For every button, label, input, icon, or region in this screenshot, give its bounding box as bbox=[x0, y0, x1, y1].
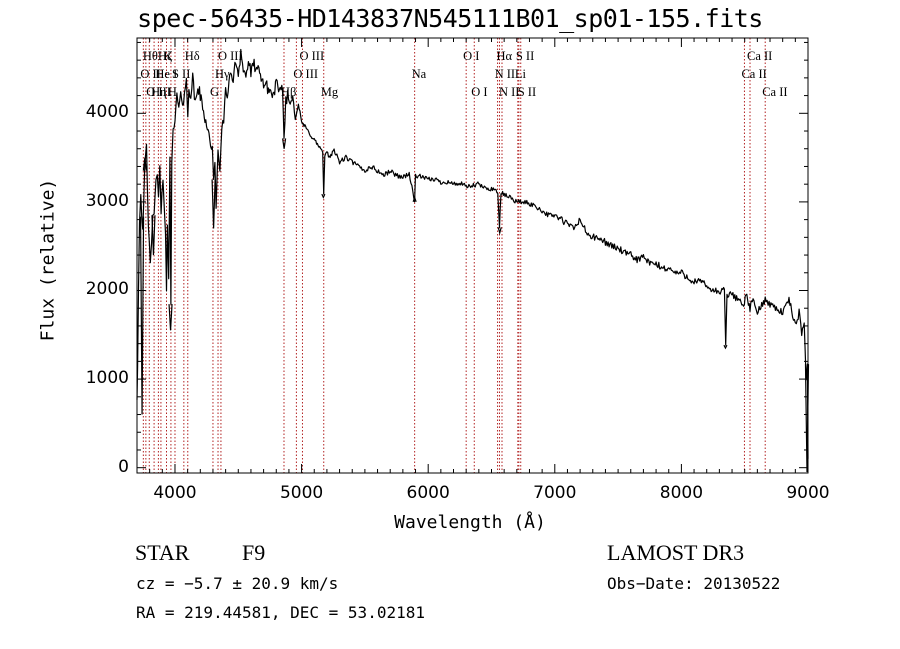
y-tick-label: 0 bbox=[118, 456, 129, 477]
line-label: Hη bbox=[151, 85, 167, 99]
line-label: Li bbox=[514, 67, 526, 81]
absorption-feature bbox=[321, 193, 326, 199]
line-label: O I bbox=[463, 49, 480, 63]
absorption-feature bbox=[139, 216, 145, 415]
absorption-feature bbox=[282, 138, 287, 149]
line-label: Mg bbox=[320, 85, 339, 99]
line-label: O II bbox=[140, 67, 161, 81]
line-label: Hζ bbox=[157, 49, 173, 63]
line-label: S II bbox=[515, 49, 535, 63]
flux-series-line bbox=[136, 48, 809, 459]
line-label: O III bbox=[299, 49, 325, 63]
ra-dec: RA = 219.44581, DEC = 53.02181 bbox=[136, 603, 425, 622]
line-label: He I bbox=[155, 67, 178, 81]
line-label: Hγ bbox=[215, 67, 230, 81]
line-label: Hθ bbox=[142, 49, 158, 63]
chart-title: spec-56435-HD143837N545111B01_sp01-155.f… bbox=[137, 4, 763, 33]
line-label: N II bbox=[494, 67, 516, 81]
line-label: G bbox=[209, 85, 219, 99]
line-label: H bbox=[167, 85, 177, 99]
absorption-feature bbox=[142, 157, 147, 171]
absorption-feature bbox=[497, 227, 502, 236]
x-axis-label: Wavelength (Å) bbox=[394, 512, 546, 533]
survey-name: LAMOST DR3 bbox=[607, 540, 745, 565]
absorption-feature bbox=[211, 179, 216, 229]
line-label: Ca II bbox=[762, 85, 788, 99]
line-label: K bbox=[163, 49, 173, 63]
absorption-feature bbox=[151, 215, 156, 256]
x-tick-label: 9000 bbox=[786, 483, 830, 503]
absorption-feature bbox=[412, 195, 417, 203]
y-tick-label: 4000 bbox=[85, 102, 129, 123]
spectral-line-markers bbox=[142, 38, 766, 473]
y-axis-label: Flux (relative) bbox=[37, 178, 59, 342]
observation-date: Obs−Date: 20130522 bbox=[607, 574, 781, 593]
object-class: STAR bbox=[135, 540, 190, 565]
y-tick-label: 3000 bbox=[85, 190, 129, 211]
redshift-cz: cz = −5.7 ± 20.9 km/s bbox=[136, 574, 339, 593]
line-label: O I bbox=[471, 85, 488, 99]
line-label: Ca II bbox=[747, 49, 773, 63]
object-subclass: F9 bbox=[242, 540, 266, 565]
line-label: Ca II bbox=[741, 67, 767, 81]
absorption-feature bbox=[168, 304, 173, 331]
absorption-feature bbox=[723, 344, 728, 350]
x-tick-label: 8000 bbox=[659, 483, 704, 503]
y-tick-label: 1000 bbox=[85, 368, 129, 389]
line-label: Hα bbox=[496, 49, 513, 63]
line-label: O III bbox=[146, 85, 171, 99]
x-tick-label: 5000 bbox=[279, 483, 324, 503]
x-tick-label: 4000 bbox=[153, 483, 197, 503]
y-tick-label: 2000 bbox=[85, 279, 129, 300]
x-tick-label: 6000 bbox=[406, 483, 450, 503]
line-label: N II bbox=[498, 85, 520, 99]
line-label: Hδ bbox=[184, 49, 200, 63]
line-label: S II bbox=[171, 67, 191, 81]
line-label: O III bbox=[217, 49, 243, 63]
axis-ticks bbox=[136, 38, 809, 473]
line-label: O III bbox=[293, 67, 319, 81]
plot-frame bbox=[136, 37, 809, 474]
x-tick-label: 7000 bbox=[533, 483, 577, 503]
line-label: Na bbox=[411, 67, 427, 81]
line-label: Hβ bbox=[280, 85, 297, 99]
line-label: S II bbox=[517, 85, 537, 99]
